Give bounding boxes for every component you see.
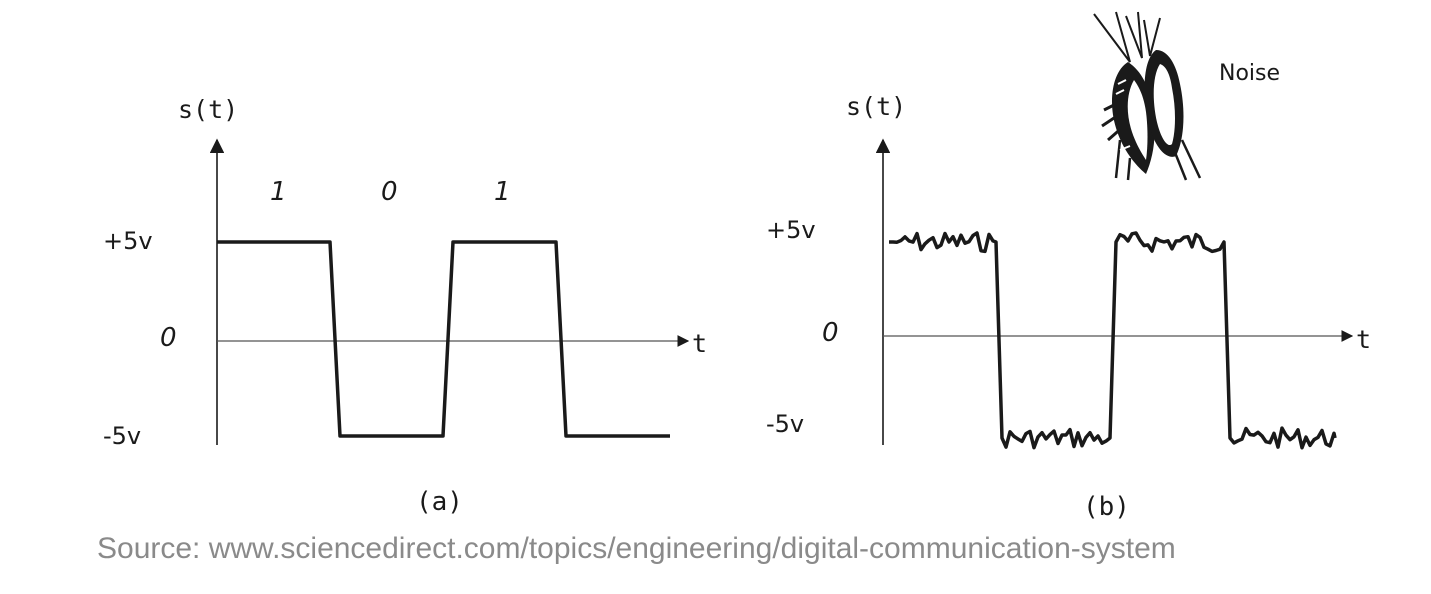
source-citation: Source: www.sciencedirect.com/topics/eng…	[97, 532, 1176, 565]
panel-b-noisy-wave	[889, 231, 1337, 450]
panel-a-square-wave	[217, 240, 670, 438]
panel-a-high-level-label: +5v	[103, 227, 153, 255]
noise-label: Noise	[1219, 61, 1280, 86]
panel-a-low-level-label: -5v	[103, 422, 141, 450]
panel-b-y-axis-label: s(t)	[846, 92, 906, 121]
panel-a-bit-label: 1	[494, 177, 511, 207]
panel-a-bit-label: 1	[270, 177, 287, 207]
panel-a-x-axis-label: t	[692, 329, 707, 358]
panel-a-bit-label: 0	[381, 177, 398, 207]
panel-b-x-axis-label: t	[1356, 325, 1371, 354]
panel-a-y-axis-label: s(t)	[178, 95, 238, 124]
panel-b-zero-level-label: 0	[822, 318, 839, 348]
panel-a: s(t) t +5v 0 -5v 1 0 1 (a)	[103, 95, 707, 517]
panel-b-high-level-label: +5v	[766, 216, 816, 244]
panel-b-low-level-label: -5v	[766, 410, 804, 438]
panel-a-zero-level-label: 0	[160, 323, 177, 353]
ear-covering-head-icon	[1093, 11, 1202, 181]
panel-a-caption: (a)	[416, 487, 463, 517]
panel-b: s(t) t +5v 0 -5v (b) Noise	[766, 11, 1371, 522]
panel-b-caption: (b)	[1083, 492, 1130, 522]
